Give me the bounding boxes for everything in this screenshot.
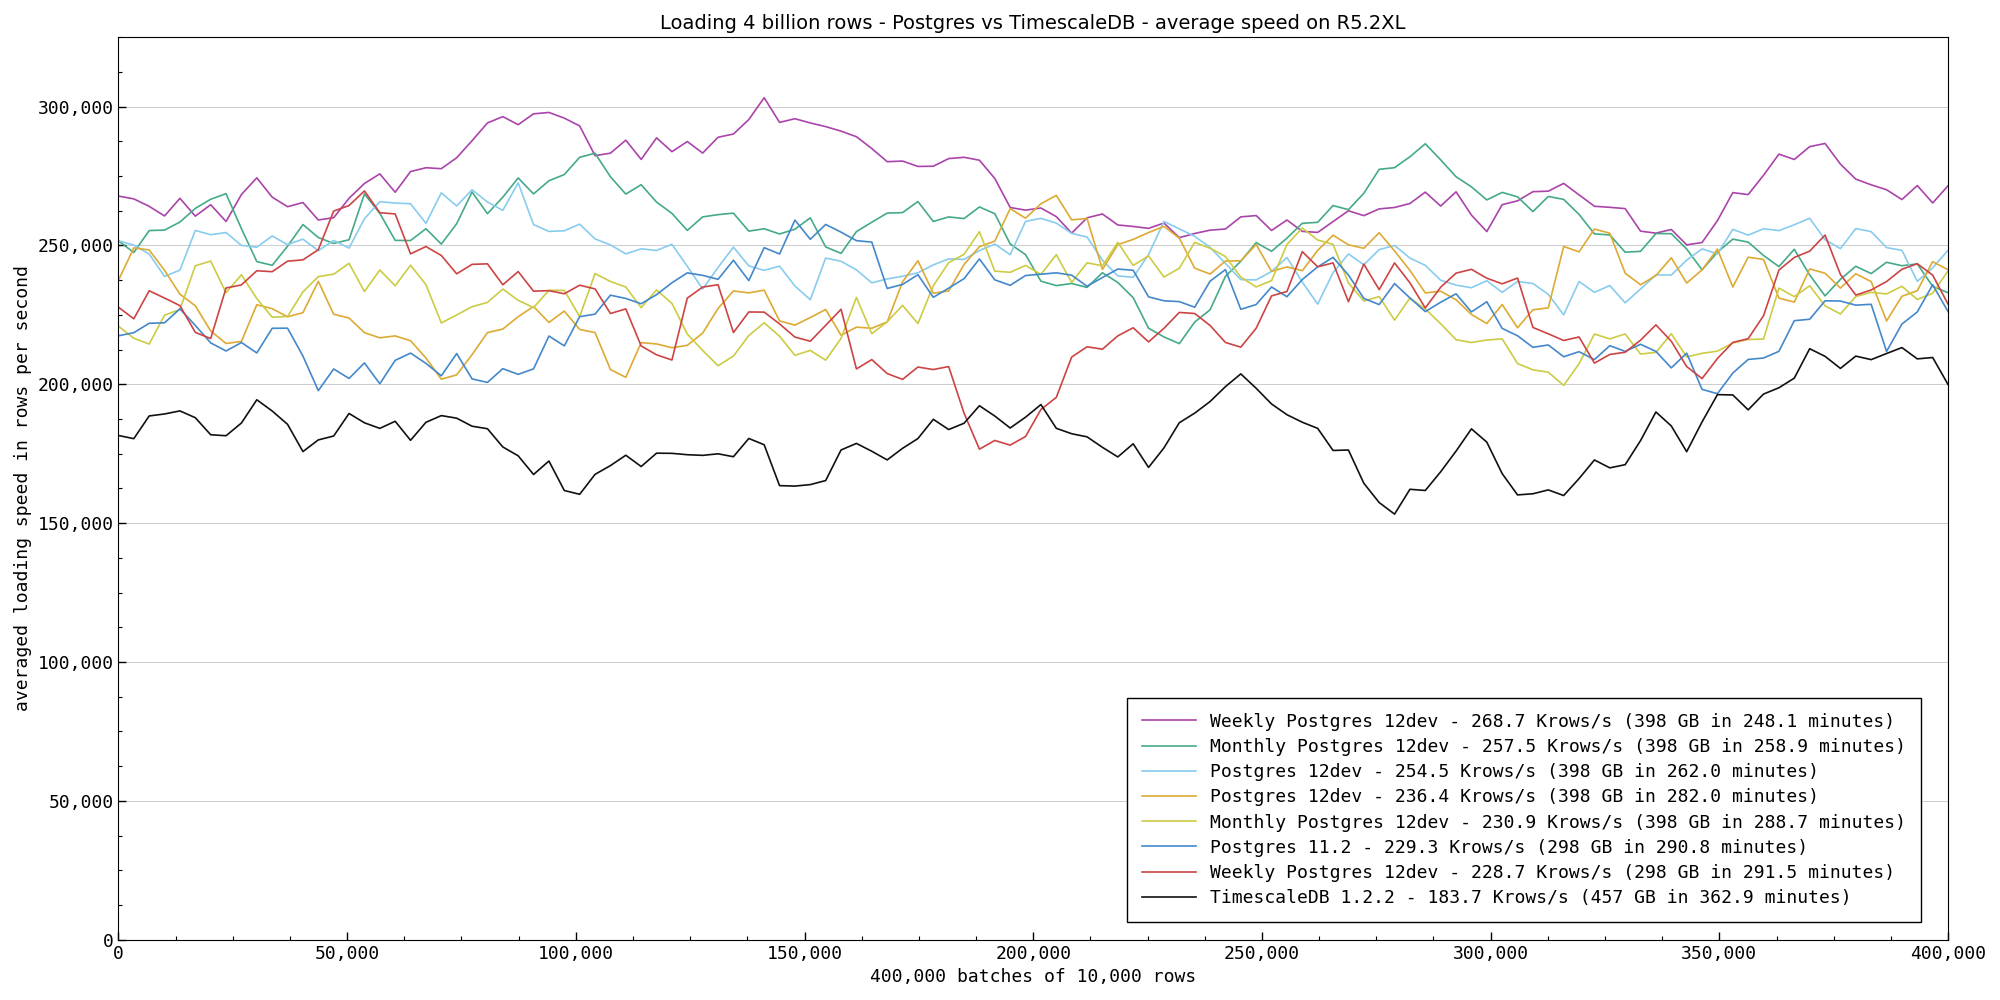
Weekly Postgres 12dev - 268.7 Krows/s (398 GB in 248.1 minutes) [1568, 189, 1592, 201]
Postgres 12dev - 236.4 Krows/s (398 GB in 282.0 minutes) [1936, 264, 1960, 276]
Postgres 12dev - 254.5 Krows/s (398 GB in 262.0 minutes) [490, 204, 514, 216]
Postgres 12dev - 254.5 Krows/s (398 GB in 262.0 minutes) [106, 235, 130, 247]
Monthly Postgres 12dev - 257.5 Krows/s (398 GB in 258.9 minutes) [1122, 292, 1146, 304]
Postgres 12dev - 236.4 Krows/s (398 GB in 282.0 minutes) [1906, 285, 1930, 297]
Weekly Postgres 12dev - 268.7 Krows/s (398 GB in 248.1 minutes) [1674, 239, 1698, 251]
Weekly Postgres 12dev - 268.7 Krows/s (398 GB in 248.1 minutes) [752, 92, 776, 104]
Postgres 11.2 - 229.3 Krows/s (298 GB in 290.8 minutes) [106, 330, 130, 342]
Postgres 11.2 - 229.3 Krows/s (298 GB in 290.8 minutes) [1706, 388, 1730, 400]
TimescaleDB 1.2.2 - 183.7 Krows/s (457 GB in 362.9 minutes) [1936, 379, 1960, 391]
Monthly Postgres 12dev - 257.5 Krows/s (398 GB in 258.9 minutes) [106, 235, 130, 247]
Line: Postgres 12dev - 236.4 Krows/s (398 GB in 282.0 minutes): Postgres 12dev - 236.4 Krows/s (398 GB i… [118, 195, 1948, 379]
Postgres 12dev - 254.5 Krows/s (398 GB in 262.0 minutes) [1936, 244, 1960, 256]
Weekly Postgres 12dev - 228.7 Krows/s (298 GB in 291.5 minutes) [1936, 298, 1960, 310]
Line: Postgres 12dev - 254.5 Krows/s (398 GB in 262.0 minutes): Postgres 12dev - 254.5 Krows/s (398 GB i… [118, 183, 1948, 315]
Postgres 11.2 - 229.3 Krows/s (298 GB in 290.8 minutes) [1136, 291, 1160, 303]
Postgres 12dev - 254.5 Krows/s (398 GB in 262.0 minutes) [614, 248, 638, 260]
Monthly Postgres 12dev - 257.5 Krows/s (398 GB in 258.9 minutes) [1382, 162, 1406, 174]
Monthly Postgres 12dev - 257.5 Krows/s (398 GB in 258.9 minutes) [1936, 287, 1960, 299]
Weekly Postgres 12dev - 268.7 Krows/s (398 GB in 248.1 minutes) [598, 147, 622, 159]
Weekly Postgres 12dev - 228.7 Krows/s (298 GB in 291.5 minutes) [1582, 357, 1606, 369]
Postgres 11.2 - 229.3 Krows/s (298 GB in 290.8 minutes) [490, 363, 514, 375]
Monthly Postgres 12dev - 230.9 Krows/s (398 GB in 288.7 minutes) [490, 283, 514, 295]
Weekly Postgres 12dev - 228.7 Krows/s (298 GB in 291.5 minutes) [968, 443, 992, 455]
Weekly Postgres 12dev - 268.7 Krows/s (398 GB in 248.1 minutes) [1136, 222, 1160, 234]
Postgres 12dev - 236.4 Krows/s (398 GB in 282.0 minutes) [1152, 220, 1176, 232]
Postgres 11.2 - 229.3 Krows/s (298 GB in 290.8 minutes) [782, 214, 806, 226]
TimescaleDB 1.2.2 - 183.7 Krows/s (457 GB in 362.9 minutes) [1568, 473, 1592, 485]
Monthly Postgres 12dev - 257.5 Krows/s (398 GB in 258.9 minutes) [1414, 138, 1438, 150]
Postgres 12dev - 254.5 Krows/s (398 GB in 262.0 minutes) [1382, 239, 1406, 251]
Line: Weekly Postgres 12dev - 228.7 Krows/s (298 GB in 291.5 minutes): Weekly Postgres 12dev - 228.7 Krows/s (2… [118, 191, 1948, 449]
Postgres 12dev - 236.4 Krows/s (398 GB in 282.0 minutes) [1582, 223, 1606, 235]
Monthly Postgres 12dev - 230.9 Krows/s (398 GB in 288.7 minutes) [1382, 314, 1406, 326]
Weekly Postgres 12dev - 228.7 Krows/s (298 GB in 291.5 minutes) [1906, 258, 1930, 270]
Monthly Postgres 12dev - 230.9 Krows/s (398 GB in 288.7 minutes) [598, 275, 622, 287]
Weekly Postgres 12dev - 268.7 Krows/s (398 GB in 248.1 minutes) [1936, 180, 1960, 192]
Monthly Postgres 12dev - 257.5 Krows/s (398 GB in 258.9 minutes) [1906, 258, 1930, 270]
Postgres 12dev - 236.4 Krows/s (398 GB in 282.0 minutes) [506, 311, 530, 323]
Weekly Postgres 12dev - 228.7 Krows/s (298 GB in 291.5 minutes) [1398, 277, 1422, 289]
Postgres 12dev - 236.4 Krows/s (398 GB in 282.0 minutes) [1044, 189, 1068, 201]
Postgres 11.2 - 229.3 Krows/s (298 GB in 290.8 minutes) [598, 289, 622, 301]
Postgres 12dev - 254.5 Krows/s (398 GB in 262.0 minutes) [506, 177, 530, 189]
Postgres 12dev - 254.5 Krows/s (398 GB in 262.0 minutes) [1582, 286, 1606, 298]
Postgres 12dev - 254.5 Krows/s (398 GB in 262.0 minutes) [1552, 309, 1576, 321]
Monthly Postgres 12dev - 257.5 Krows/s (398 GB in 258.9 minutes) [490, 191, 514, 203]
TimescaleDB 1.2.2 - 183.7 Krows/s (457 GB in 362.9 minutes) [106, 429, 130, 441]
Y-axis label: averaged loading speed in rows per second: averaged loading speed in rows per secon… [14, 266, 32, 711]
TimescaleDB 1.2.2 - 183.7 Krows/s (457 GB in 362.9 minutes) [1382, 508, 1406, 520]
Legend: Weekly Postgres 12dev - 268.7 Krows/s (398 GB in 248.1 minutes), Monthly Postgre: Weekly Postgres 12dev - 268.7 Krows/s (3… [1128, 698, 1920, 922]
Monthly Postgres 12dev - 230.9 Krows/s (398 GB in 288.7 minutes) [1906, 293, 1930, 305]
Monthly Postgres 12dev - 230.9 Krows/s (398 GB in 288.7 minutes) [1552, 379, 1576, 391]
Postgres 12dev - 254.5 Krows/s (398 GB in 262.0 minutes) [1906, 275, 1930, 287]
Weekly Postgres 12dev - 268.7 Krows/s (398 GB in 248.1 minutes) [490, 111, 514, 123]
TimescaleDB 1.2.2 - 183.7 Krows/s (457 GB in 362.9 minutes) [1906, 353, 1930, 365]
Line: TimescaleDB 1.2.2 - 183.7 Krows/s (457 GB in 362.9 minutes): TimescaleDB 1.2.2 - 183.7 Krows/s (457 G… [118, 348, 1948, 514]
TimescaleDB 1.2.2 - 183.7 Krows/s (457 GB in 362.9 minutes) [598, 460, 622, 472]
Postgres 12dev - 236.4 Krows/s (398 GB in 282.0 minutes) [430, 373, 454, 385]
Monthly Postgres 12dev - 230.9 Krows/s (398 GB in 288.7 minutes) [1122, 259, 1146, 271]
Weekly Postgres 12dev - 268.7 Krows/s (398 GB in 248.1 minutes) [1906, 180, 1930, 192]
TimescaleDB 1.2.2 - 183.7 Krows/s (457 GB in 362.9 minutes) [1890, 342, 1914, 354]
Line: Monthly Postgres 12dev - 257.5 Krows/s (398 GB in 258.9 minutes): Monthly Postgres 12dev - 257.5 Krows/s (… [118, 144, 1948, 344]
X-axis label: 400,000 batches of 10,000 rows: 400,000 batches of 10,000 rows [870, 968, 1196, 986]
Monthly Postgres 12dev - 230.9 Krows/s (398 GB in 288.7 minutes) [1290, 222, 1314, 234]
TimescaleDB 1.2.2 - 183.7 Krows/s (457 GB in 362.9 minutes) [1122, 438, 1146, 450]
Monthly Postgres 12dev - 230.9 Krows/s (398 GB in 288.7 minutes) [1936, 265, 1960, 277]
Weekly Postgres 12dev - 228.7 Krows/s (298 GB in 291.5 minutes) [614, 303, 638, 315]
Monthly Postgres 12dev - 230.9 Krows/s (398 GB in 288.7 minutes) [106, 320, 130, 332]
Postgres 11.2 - 229.3 Krows/s (298 GB in 290.8 minutes) [1906, 306, 1930, 318]
Weekly Postgres 12dev - 228.7 Krows/s (298 GB in 291.5 minutes) [1152, 322, 1176, 334]
TimescaleDB 1.2.2 - 183.7 Krows/s (457 GB in 362.9 minutes) [490, 441, 514, 453]
Monthly Postgres 12dev - 257.5 Krows/s (398 GB in 258.9 minutes) [598, 171, 622, 183]
Weekly Postgres 12dev - 228.7 Krows/s (298 GB in 291.5 minutes) [506, 266, 530, 278]
Line: Weekly Postgres 12dev - 268.7 Krows/s (398 GB in 248.1 minutes): Weekly Postgres 12dev - 268.7 Krows/s (3… [118, 98, 1948, 245]
Title: Loading 4 billion rows - Postgres vs TimescaleDB - average speed on R5.2XL: Loading 4 billion rows - Postgres vs Tim… [660, 14, 1406, 33]
Weekly Postgres 12dev - 268.7 Krows/s (398 GB in 248.1 minutes) [106, 190, 130, 202]
TimescaleDB 1.2.2 - 183.7 Krows/s (457 GB in 362.9 minutes) [1368, 497, 1392, 509]
Postgres 11.2 - 229.3 Krows/s (298 GB in 290.8 minutes) [1568, 346, 1592, 358]
Postgres 11.2 - 229.3 Krows/s (298 GB in 290.8 minutes) [1382, 278, 1406, 290]
Monthly Postgres 12dev - 257.5 Krows/s (398 GB in 258.9 minutes) [1168, 338, 1192, 350]
Postgres 12dev - 236.4 Krows/s (398 GB in 282.0 minutes) [106, 274, 130, 286]
Monthly Postgres 12dev - 230.9 Krows/s (398 GB in 288.7 minutes) [1582, 328, 1606, 340]
Line: Monthly Postgres 12dev - 230.9 Krows/s (398 GB in 288.7 minutes): Monthly Postgres 12dev - 230.9 Krows/s (… [118, 228, 1948, 385]
Weekly Postgres 12dev - 268.7 Krows/s (398 GB in 248.1 minutes) [1382, 201, 1406, 213]
Postgres 12dev - 236.4 Krows/s (398 GB in 282.0 minutes) [1398, 264, 1422, 276]
Weekly Postgres 12dev - 228.7 Krows/s (298 GB in 291.5 minutes) [106, 301, 130, 313]
Postgres 12dev - 236.4 Krows/s (398 GB in 282.0 minutes) [614, 371, 638, 383]
Line: Postgres 11.2 - 229.3 Krows/s (298 GB in 290.8 minutes): Postgres 11.2 - 229.3 Krows/s (298 GB in… [118, 220, 1948, 394]
Weekly Postgres 12dev - 228.7 Krows/s (298 GB in 291.5 minutes) [352, 185, 376, 197]
Postgres 12dev - 254.5 Krows/s (398 GB in 262.0 minutes) [1136, 249, 1160, 261]
Postgres 11.2 - 229.3 Krows/s (298 GB in 290.8 minutes) [1936, 306, 1960, 318]
Monthly Postgres 12dev - 257.5 Krows/s (398 GB in 258.9 minutes) [1582, 228, 1606, 240]
